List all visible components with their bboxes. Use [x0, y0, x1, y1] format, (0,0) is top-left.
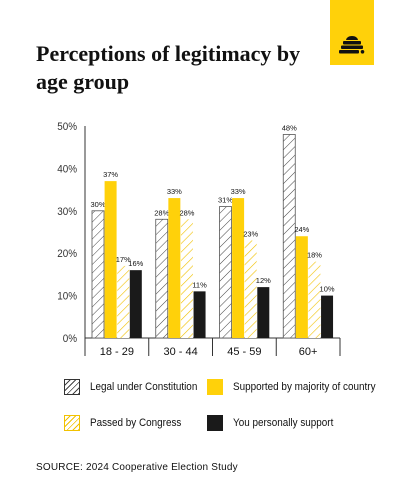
- bar-majority: [232, 198, 245, 338]
- bar-majority: [168, 198, 181, 338]
- legend-item-congress: Passed by Congress: [64, 415, 192, 431]
- legend-swatch-legal: [64, 379, 80, 395]
- bar-congress: [244, 240, 257, 338]
- y-tick-label: 30%: [57, 206, 77, 218]
- legend-item-legal: Legal under Constitution: [64, 379, 209, 395]
- bar-personal: [257, 287, 270, 338]
- brand-logo: [330, 0, 374, 65]
- data-label: 33%: [231, 187, 246, 196]
- x-category-label: 45 - 59: [227, 346, 261, 358]
- bar-majority: [295, 236, 308, 338]
- y-tick-label: 40%: [57, 164, 77, 176]
- bar-personal: [193, 291, 206, 338]
- data-label: 16%: [128, 259, 143, 268]
- bar-congress: [180, 219, 193, 338]
- legend-label-congress: Passed by Congress: [90, 417, 182, 429]
- data-label: 11%: [192, 280, 207, 289]
- bar-congress: [308, 261, 321, 338]
- data-label: 23%: [243, 229, 258, 238]
- data-label: 24%: [294, 225, 309, 234]
- data-label: 18%: [307, 251, 322, 260]
- x-category-label: 30 - 44: [164, 346, 198, 358]
- legend-swatch-congress: [64, 415, 80, 431]
- data-label: 33%: [167, 187, 182, 196]
- data-label: 31%: [218, 196, 233, 205]
- bar-personal: [129, 270, 142, 338]
- data-label: 30%: [90, 200, 105, 209]
- bar-legal: [219, 206, 232, 339]
- data-label: 28%: [154, 208, 169, 217]
- chart-legend: Legal under Constitution Supported by ma…: [64, 375, 384, 435]
- bar-legal: [155, 218, 169, 339]
- legend-label-majority: Supported by majority of country: [233, 381, 376, 393]
- data-label: 37%: [103, 170, 118, 179]
- y-tick-label: 0%: [63, 334, 77, 346]
- legend-swatch-majority: [207, 379, 223, 395]
- bar-personal: [321, 295, 334, 338]
- y-tick-label: 10%: [57, 291, 77, 303]
- bar-majority: [104, 181, 117, 338]
- bar-legal: [91, 210, 105, 339]
- source-note: SOURCE: 2024 Cooperative Election Study: [36, 462, 238, 473]
- x-category-label: 60+: [299, 346, 318, 358]
- y-tick-label: 20%: [57, 249, 77, 261]
- data-label: 10%: [320, 285, 335, 294]
- y-tick-label: 50%: [57, 122, 77, 134]
- data-label: 48%: [282, 123, 297, 132]
- chart-title: Perceptions of legitimacy by age group: [36, 41, 301, 94]
- legend-label-legal: Legal under Constitution: [90, 381, 198, 393]
- bar-chart: 0% 10% 20% 30% 40% 50% 30% 37% 17%16% 18 - 29 28% 3…: [57, 122, 341, 358]
- data-label: 28%: [179, 208, 194, 217]
- legend-item-majority: Supported by majority of country: [207, 379, 391, 395]
- bar-legal: [282, 134, 296, 339]
- legend-swatch-personal: [207, 415, 223, 431]
- beehive-icon: [339, 36, 365, 54]
- legend-label-personal: You personally support: [233, 417, 334, 429]
- data-label: 17%: [116, 255, 131, 264]
- bar-congress: [117, 265, 130, 338]
- x-category-label: 18 - 29: [100, 346, 134, 358]
- legend-item-personal: You personally support: [207, 415, 345, 431]
- data-label: 12%: [256, 276, 271, 285]
